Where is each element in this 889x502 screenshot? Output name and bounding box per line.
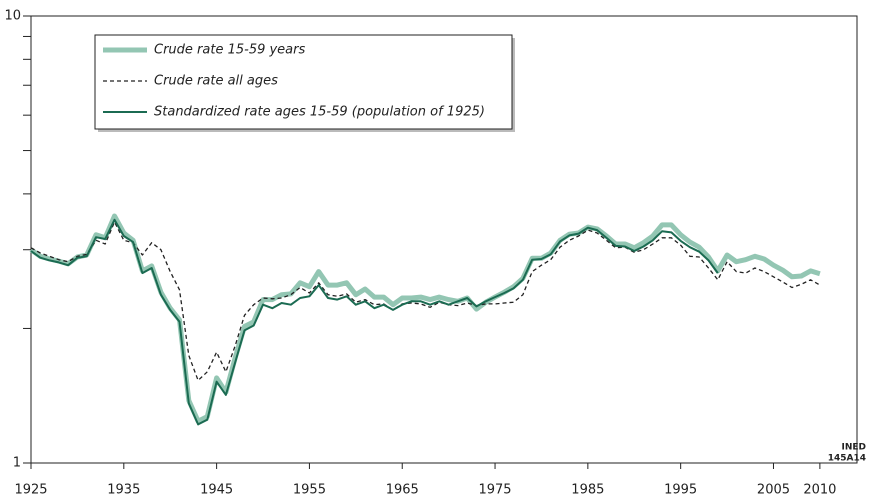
y-tick-label: 10 (4, 9, 21, 24)
x-tick-label: 1975 (478, 483, 511, 498)
legend-box (94, 34, 513, 130)
series-line (30, 218, 719, 426)
x-tick-label: 2010 (803, 483, 836, 498)
series-line (30, 221, 821, 382)
x-tick-label: 1955 (293, 483, 326, 498)
x-tick-label: 1945 (200, 483, 233, 498)
x-tick-label: 1935 (107, 483, 140, 498)
x-tick-label: 1985 (571, 483, 604, 498)
plot-frame (30, 15, 858, 464)
legend-label: Crude rate all ages (154, 74, 278, 89)
x-tick-label: 2005 (757, 483, 790, 498)
annotation: 145A14 (828, 454, 866, 464)
legend-label: Crude rate 15-59 years (154, 43, 305, 58)
legend-label: Standardized rate ages 15-59 (population… (154, 105, 485, 120)
series-line (29, 213, 821, 424)
x-tick-label: 1925 (14, 483, 47, 498)
y-tick-label: 1 (13, 456, 21, 471)
x-tick-label: 1995 (664, 483, 697, 498)
x-tick-label: 1965 (386, 483, 419, 498)
annotation: INED (842, 443, 867, 453)
